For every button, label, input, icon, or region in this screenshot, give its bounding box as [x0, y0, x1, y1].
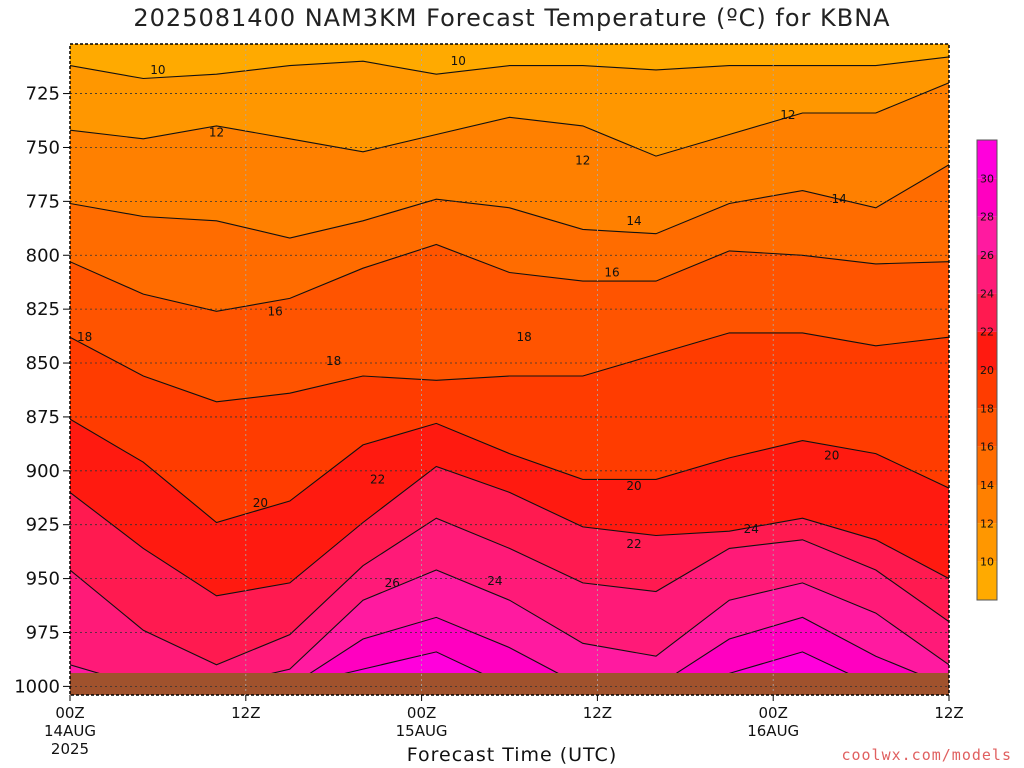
isotherm-20: [70, 418, 949, 524]
temperature-bands: [70, 44, 949, 695]
y-tick-label: 900: [26, 461, 60, 482]
isotherm-14: [70, 164, 949, 239]
y-tick-label: 825: [26, 299, 60, 320]
contour-label: 20: [626, 479, 641, 493]
colorbar-swatch: [977, 331, 997, 370]
colorbar-label: 24: [980, 287, 994, 300]
x-tick-label: 00Z: [407, 704, 436, 722]
y-tick-label: 725: [26, 84, 60, 105]
colorbar-swatch: [977, 216, 997, 255]
isotherm-12: [70, 82, 949, 157]
colorbar-frame: [976, 139, 998, 601]
colorbar-label: 28: [980, 211, 994, 224]
y-tick-label: 975: [26, 622, 60, 643]
colorbar-label: 12: [980, 517, 994, 530]
colorbar-label: 22: [980, 326, 994, 339]
y-tick-label: 950: [26, 569, 60, 590]
y-tick-label: 875: [26, 407, 60, 428]
contour-label: 24: [487, 574, 502, 588]
isotherm-10: [70, 56, 949, 80]
colorbar-label: 10: [980, 556, 994, 569]
x-tick-label: 12Z: [231, 704, 260, 722]
x-tick-date: 15AUG: [396, 722, 448, 740]
contour-label: 18: [326, 354, 341, 368]
contour-label: 16: [267, 304, 282, 318]
contour-label: 14: [831, 192, 846, 206]
contour-label: 14: [626, 214, 641, 228]
colorbar-label: 14: [980, 479, 994, 492]
colorbar: 10 12 14 16 18 20 22 24 26 28 30: [976, 139, 998, 601]
watermark: coolwx.com/models: [841, 746, 1012, 764]
y-tick-label: 850: [26, 353, 60, 374]
colorbar-swatch: [977, 561, 997, 600]
y-axis: 725 750 775 800 825 850 875 900 925 950 975 1000: [14, 84, 70, 697]
contour-label: 12: [780, 108, 795, 122]
contour-label: 24: [744, 522, 759, 536]
chart-title: 2025081400 NAM3KM Forecast Temperature (…: [133, 4, 891, 32]
colorbar-swatch: [977, 255, 997, 294]
contour-label: 20: [253, 496, 268, 510]
colorbar-swatch: [977, 523, 997, 562]
x-tick-label: 00Z: [55, 704, 84, 722]
x-tick-date: 14AUG: [44, 722, 96, 740]
isotherm-16: [70, 243, 949, 312]
contour-label: 22: [626, 537, 641, 551]
contour-label: 18: [77, 330, 92, 344]
contour-label: 22: [370, 472, 385, 486]
colorbar-swatch: [977, 178, 997, 217]
x-tick-label: 00Z: [759, 704, 788, 722]
y-tick-label: 925: [26, 515, 60, 536]
terrain-ground: [70, 673, 949, 695]
colorbar-label: 20: [980, 364, 994, 377]
colorbar-swatch: [977, 293, 997, 332]
colorbar-swatch: [977, 370, 997, 409]
isotherm-22: [70, 465, 949, 597]
y-tick-label: 750: [26, 137, 60, 158]
contour-label: 12: [209, 125, 224, 139]
y-tick-label: 1000: [14, 676, 60, 697]
isotherm-24: [70, 517, 949, 666]
contour-label: 26: [385, 576, 400, 590]
x-tick-label: 12Z: [934, 704, 963, 722]
x-tick-year: 2025: [51, 740, 89, 758]
colorbar-label: 16: [980, 441, 994, 454]
grid-lines: [70, 44, 949, 695]
contour-label: 10: [451, 54, 466, 68]
x-tick-date: 16AUG: [747, 722, 799, 740]
colorbar-swatch: [977, 408, 997, 447]
colorbar-label: 18: [980, 402, 994, 415]
colorbar-swatch: [977, 446, 997, 485]
colorbar-label: 30: [980, 172, 994, 185]
contour-label: 18: [517, 330, 532, 344]
contour-labels: 10 10 12 12 12 14 14 16 16 18 18 18 20 20 20 22 22 24 24 26: [77, 54, 847, 590]
y-tick-label: 775: [26, 191, 60, 212]
x-tick-label: 12Z: [583, 704, 612, 722]
isotherm-18: [70, 332, 949, 403]
contour-label: 10: [150, 63, 165, 77]
x-axis-label: Forecast Time (UTC): [406, 744, 618, 766]
colorbar-swatch: [977, 140, 997, 179]
colorbar-label: 26: [980, 249, 994, 262]
contour-label: 16: [604, 265, 619, 279]
contour-label: 12: [575, 153, 590, 167]
y-tick-label: 800: [26, 245, 60, 266]
contour-label: 20: [824, 449, 839, 463]
colorbar-swatch: [977, 485, 997, 524]
